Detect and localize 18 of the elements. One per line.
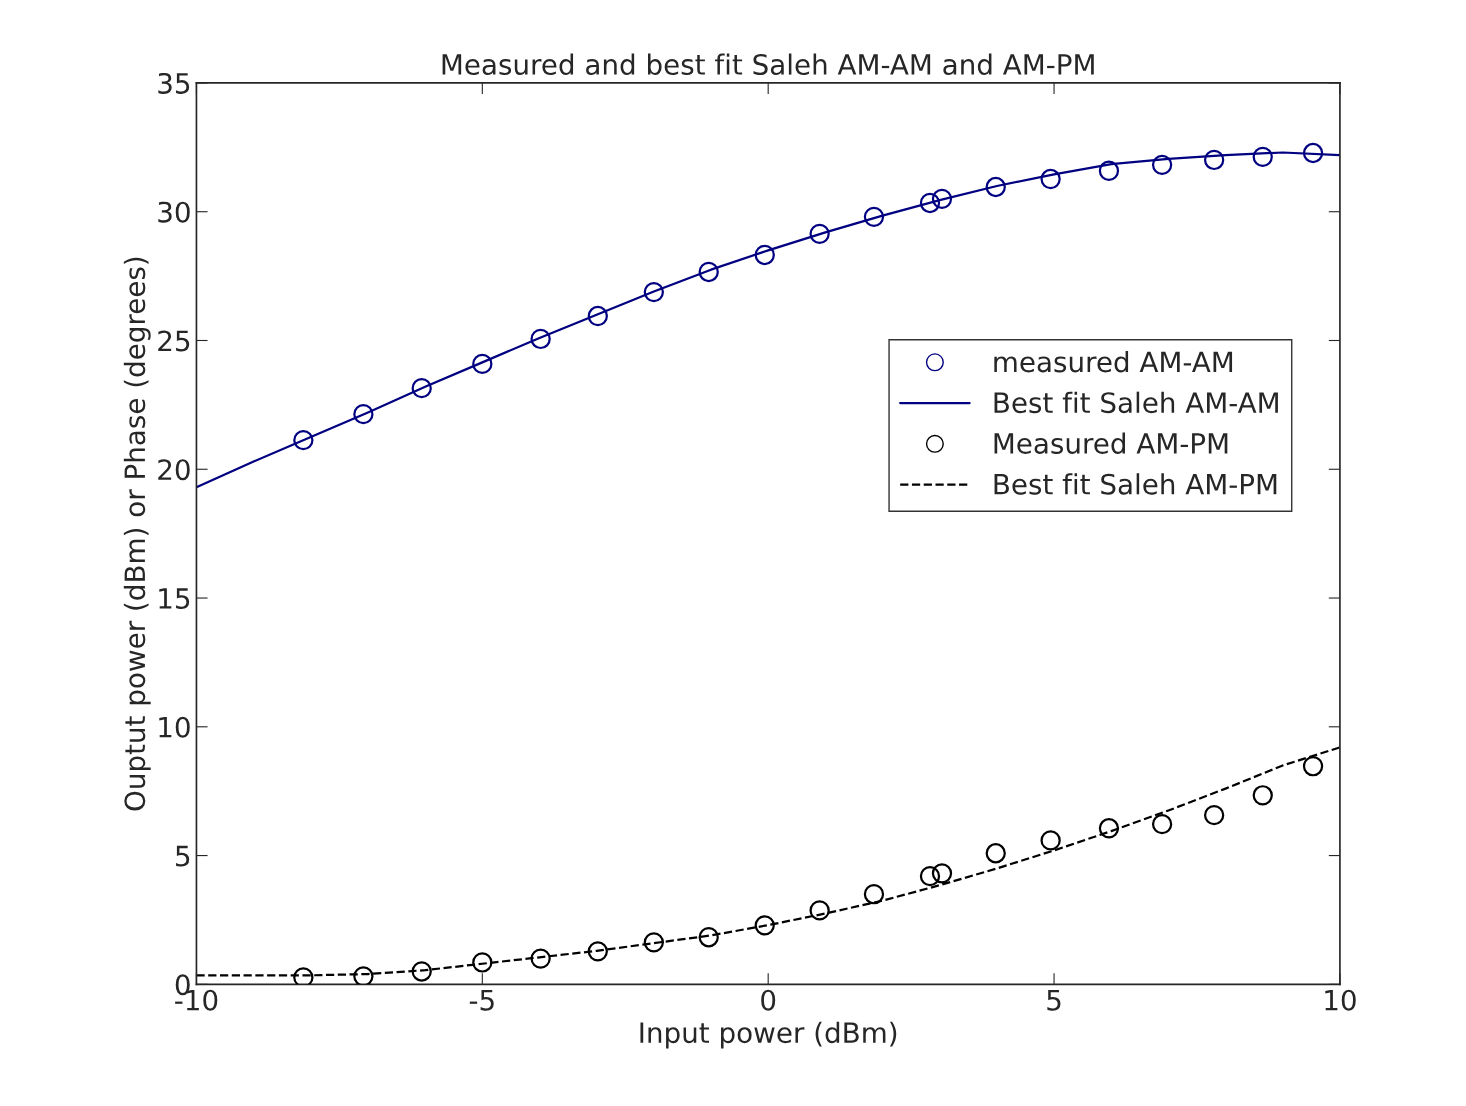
- x-tick-label: 10: [1325, 989, 1356, 1011]
- legend-label: Measured AM-PM: [994, 432, 1228, 454]
- y-tick-label: 5: [176, 845, 190, 867]
- y-axis-title: Ouptut power (dBm) or Phase (degrees): [123, 257, 151, 811]
- chart-title: Measured and best fit Saleh AM-AM and AM-PM: [442, 53, 1094, 76]
- legend-label: measured AM-AM: [994, 350, 1233, 373]
- y-tick-label: 25: [158, 330, 190, 352]
- x-tick-label: -5: [469, 990, 494, 1011]
- y-tick-label: 15: [159, 588, 190, 609]
- y-tick-label: 35: [158, 72, 190, 94]
- x-axis-title: Input power (dBm): [640, 1021, 897, 1049]
- legend-label: Best fit Saleh AM-AM: [994, 391, 1278, 414]
- y-tick-label: 10: [159, 716, 190, 738]
- x-tick-label: 0: [761, 989, 776, 1011]
- y-tick-label: 30: [158, 201, 190, 223]
- y-tick-label: 20: [158, 459, 190, 481]
- x-tick-label: 5: [1047, 990, 1061, 1011]
- legend-label: Best fit Saleh AM-PM: [994, 473, 1277, 495]
